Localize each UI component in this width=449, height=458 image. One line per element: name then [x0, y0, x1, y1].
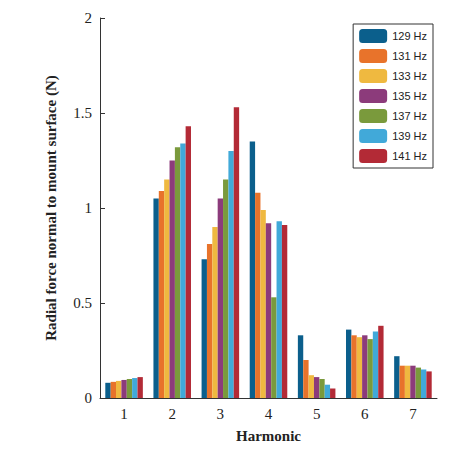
- svg-text:1.5: 1.5: [73, 105, 92, 121]
- svg-text:5: 5: [313, 406, 321, 422]
- svg-text:131 Hz: 131 Hz: [392, 50, 427, 62]
- svg-text:0.5: 0.5: [73, 295, 92, 311]
- svg-text:0: 0: [85, 390, 93, 406]
- svg-text:139 Hz: 139 Hz: [392, 130, 427, 142]
- svg-text:3: 3: [217, 406, 225, 422]
- svg-text:Harmonic: Harmonic: [236, 428, 301, 444]
- svg-text:1: 1: [85, 200, 93, 216]
- svg-text:129 Hz: 129 Hz: [392, 30, 427, 42]
- svg-text:2: 2: [168, 406, 176, 422]
- svg-text:1: 1: [120, 406, 128, 422]
- svg-text:135 Hz: 135 Hz: [392, 90, 427, 102]
- svg-text:4: 4: [265, 406, 273, 422]
- svg-text:7: 7: [409, 406, 417, 422]
- svg-text:6: 6: [361, 406, 369, 422]
- svg-text:137 Hz: 137 Hz: [392, 110, 427, 122]
- svg-text:2: 2: [85, 10, 93, 26]
- svg-text:141 Hz: 141 Hz: [392, 150, 427, 162]
- svg-text:133 Hz: 133 Hz: [392, 70, 427, 82]
- svg-text:Radial force normal to mount s: Radial force normal to mount surface (N): [43, 75, 60, 341]
